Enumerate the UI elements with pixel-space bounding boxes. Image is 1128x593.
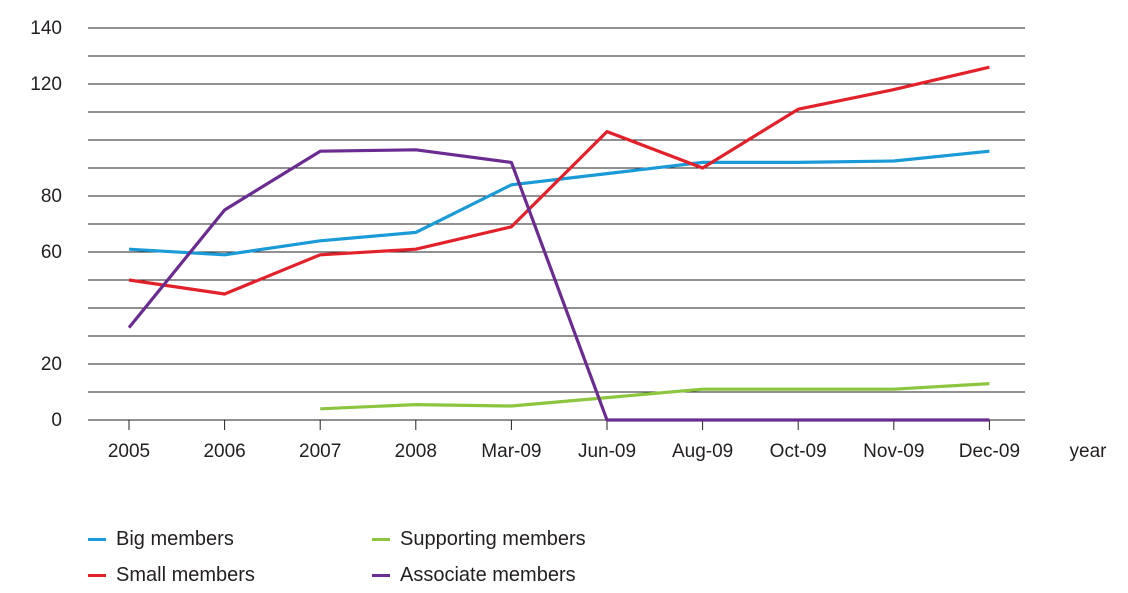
series-line-associate-members	[127, 148, 990, 422]
legend-label: Small members	[116, 563, 255, 586]
y-tick-label: 20	[41, 354, 62, 375]
x-axis-label: year	[1070, 441, 1108, 462]
y-axis-tick-labels: 0 20 60 80 120 140	[30, 18, 62, 431]
legend-label: Supporting members	[400, 527, 586, 550]
legend-swatch-associate-members	[372, 573, 390, 577]
legend-label: Big members	[116, 527, 234, 550]
legend-item-associate-members: Associate members	[372, 560, 576, 590]
x-tick-label: 2006	[203, 441, 245, 462]
legend-item-supporting-members: Supporting members	[372, 524, 586, 554]
x-tick-label: Mar-09	[481, 441, 541, 462]
series-line-big-members	[128, 149, 990, 257]
x-tick-label: 2005	[108, 441, 150, 462]
legend: Big members Small members Supporting mem…	[88, 524, 788, 588]
y-tick-label: 140	[30, 18, 62, 39]
x-tick-label: Aug-09	[672, 441, 733, 462]
line-chart: 0 20 60 80 120 140 2005 2006 2007 2008 Mar-09 Jun-…	[30, 18, 1108, 462]
legend-item-small-members: Small members	[88, 560, 255, 590]
legend-item-big-members: Big members	[88, 524, 234, 554]
x-tick-label: Nov-09	[863, 441, 924, 462]
gridlines	[88, 27, 1025, 421]
x-tick-label: Oct-09	[770, 441, 827, 462]
y-tick-label: 80	[41, 186, 62, 207]
x-tick-label: Jun-09	[578, 441, 636, 462]
y-tick-label: 60	[41, 242, 62, 263]
legend-label: Associate members	[400, 563, 576, 586]
y-tick-label: 120	[30, 74, 62, 95]
series-line-small-members	[128, 65, 990, 296]
x-tick-label: 2007	[299, 441, 341, 462]
legend-swatch-big-members	[88, 537, 106, 541]
legend-swatch-supporting-members	[372, 537, 390, 541]
legend-swatch-small-members	[88, 573, 106, 577]
y-tick-label: 0	[51, 410, 62, 431]
x-axis-ticks: 2005 2006 2007 2008 Mar-09 Jun-09 Aug-09 Oct-09…	[108, 420, 1020, 462]
x-tick-label: Dec-09	[959, 441, 1020, 462]
x-tick-label: 2008	[395, 441, 437, 462]
series-lines	[127, 65, 990, 422]
series-line-supporting-members	[320, 382, 990, 411]
